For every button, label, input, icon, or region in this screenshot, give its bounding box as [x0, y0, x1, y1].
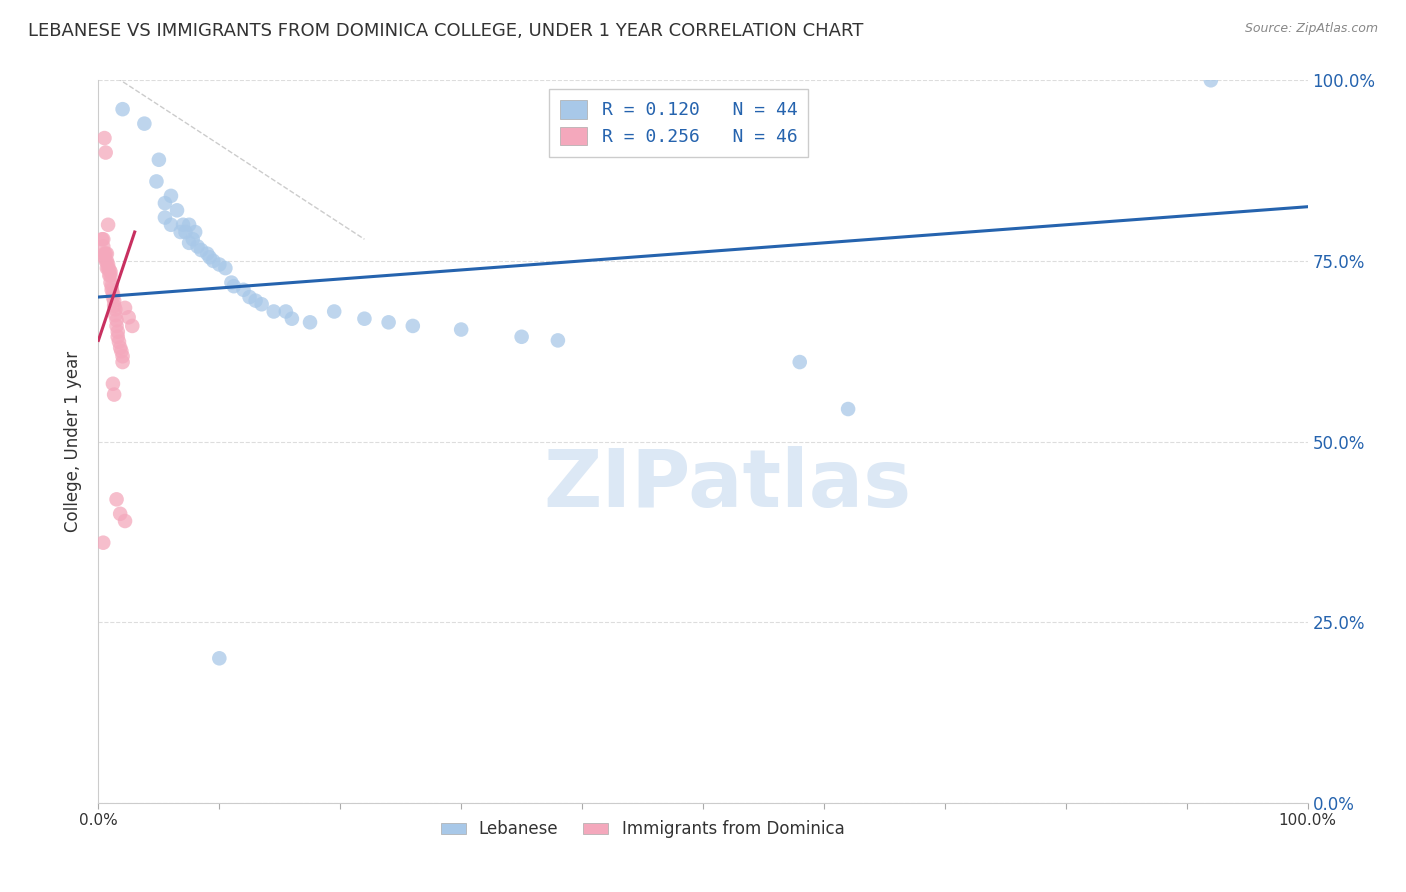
- Point: [104, 302, 127, 317]
- Point: [96, 253, 118, 268]
- Point: [323, 304, 346, 318]
- Point: [111, 102, 134, 116]
- Point: [148, 153, 170, 167]
- Point: [105, 492, 128, 507]
- Point: [145, 174, 167, 188]
- Point: [281, 311, 304, 326]
- Legend: Lebanese, Immigrants from Dominica: Lebanese, Immigrants from Dominica: [434, 814, 851, 845]
- Point: [105, 318, 128, 333]
- Point: [100, 265, 122, 279]
- Point: [96, 246, 118, 260]
- Point: [208, 258, 231, 272]
- Point: [93, 246, 115, 260]
- Point: [118, 310, 141, 325]
- Point: [377, 315, 399, 329]
- Text: LEBANESE VS IMMIGRANTS FROM DOMINICA COLLEGE, UNDER 1 YEAR CORRELATION CHART: LEBANESE VS IMMIGRANTS FROM DOMINICA COL…: [28, 22, 863, 40]
- Point: [789, 355, 811, 369]
- Point: [179, 218, 201, 232]
- Point: [97, 258, 120, 272]
- Point: [198, 250, 221, 264]
- Point: [510, 330, 533, 344]
- Point: [103, 293, 125, 308]
- Point: [221, 276, 243, 290]
- Point: [91, 239, 114, 253]
- Point: [837, 402, 859, 417]
- Point: [274, 304, 297, 318]
- Point: [101, 376, 124, 391]
- Point: [98, 262, 121, 277]
- Point: [93, 250, 115, 264]
- Point: [169, 225, 191, 239]
- Point: [250, 297, 273, 311]
- Point: [100, 279, 122, 293]
- Point: [96, 261, 118, 276]
- Point: [114, 301, 136, 315]
- Point: [160, 218, 183, 232]
- Point: [108, 334, 131, 349]
- Point: [121, 318, 143, 333]
- Point: [94, 253, 117, 268]
- Point: [232, 283, 254, 297]
- Point: [174, 225, 197, 239]
- Point: [245, 293, 267, 308]
- Point: [166, 203, 188, 218]
- Point: [239, 290, 262, 304]
- Point: [134, 117, 156, 131]
- Point: [91, 535, 114, 549]
- Point: [97, 218, 120, 232]
- Point: [107, 330, 129, 344]
- Point: [195, 246, 218, 260]
- Point: [111, 355, 134, 369]
- Point: [263, 304, 285, 318]
- Point: [100, 283, 122, 297]
- Point: [100, 268, 122, 283]
- Point: [172, 218, 194, 232]
- Point: [202, 253, 225, 268]
- Point: [153, 211, 176, 225]
- Point: [450, 322, 472, 336]
- Point: [94, 246, 117, 260]
- Point: [108, 341, 131, 355]
- Point: [1199, 73, 1222, 87]
- Point: [208, 651, 231, 665]
- Point: [110, 344, 132, 359]
- Point: [94, 145, 117, 160]
- Point: [299, 315, 322, 329]
- Point: [91, 232, 114, 246]
- Point: [103, 299, 125, 313]
- Point: [111, 349, 134, 363]
- Point: [108, 507, 131, 521]
- Point: [353, 311, 375, 326]
- Point: [93, 131, 115, 145]
- Point: [402, 318, 425, 333]
- Point: [190, 243, 212, 257]
- Point: [222, 279, 245, 293]
- Point: [184, 225, 207, 239]
- Text: Source: ZipAtlas.com: Source: ZipAtlas.com: [1244, 22, 1378, 36]
- Point: [181, 232, 204, 246]
- Point: [160, 189, 183, 203]
- Point: [107, 325, 129, 339]
- Y-axis label: College, Under 1 year: College, Under 1 year: [65, 351, 83, 533]
- Point: [100, 276, 122, 290]
- Point: [114, 514, 136, 528]
- Point: [91, 232, 114, 246]
- Point: [101, 286, 124, 301]
- Text: ZIPatlas: ZIPatlas: [543, 446, 911, 524]
- Point: [187, 239, 209, 253]
- Point: [547, 334, 569, 348]
- Point: [103, 387, 125, 401]
- Point: [97, 261, 120, 276]
- Point: [214, 261, 236, 276]
- Point: [101, 290, 124, 304]
- Point: [104, 308, 127, 322]
- Point: [105, 313, 128, 327]
- Point: [153, 196, 176, 211]
- Point: [179, 235, 201, 250]
- Point: [98, 268, 121, 283]
